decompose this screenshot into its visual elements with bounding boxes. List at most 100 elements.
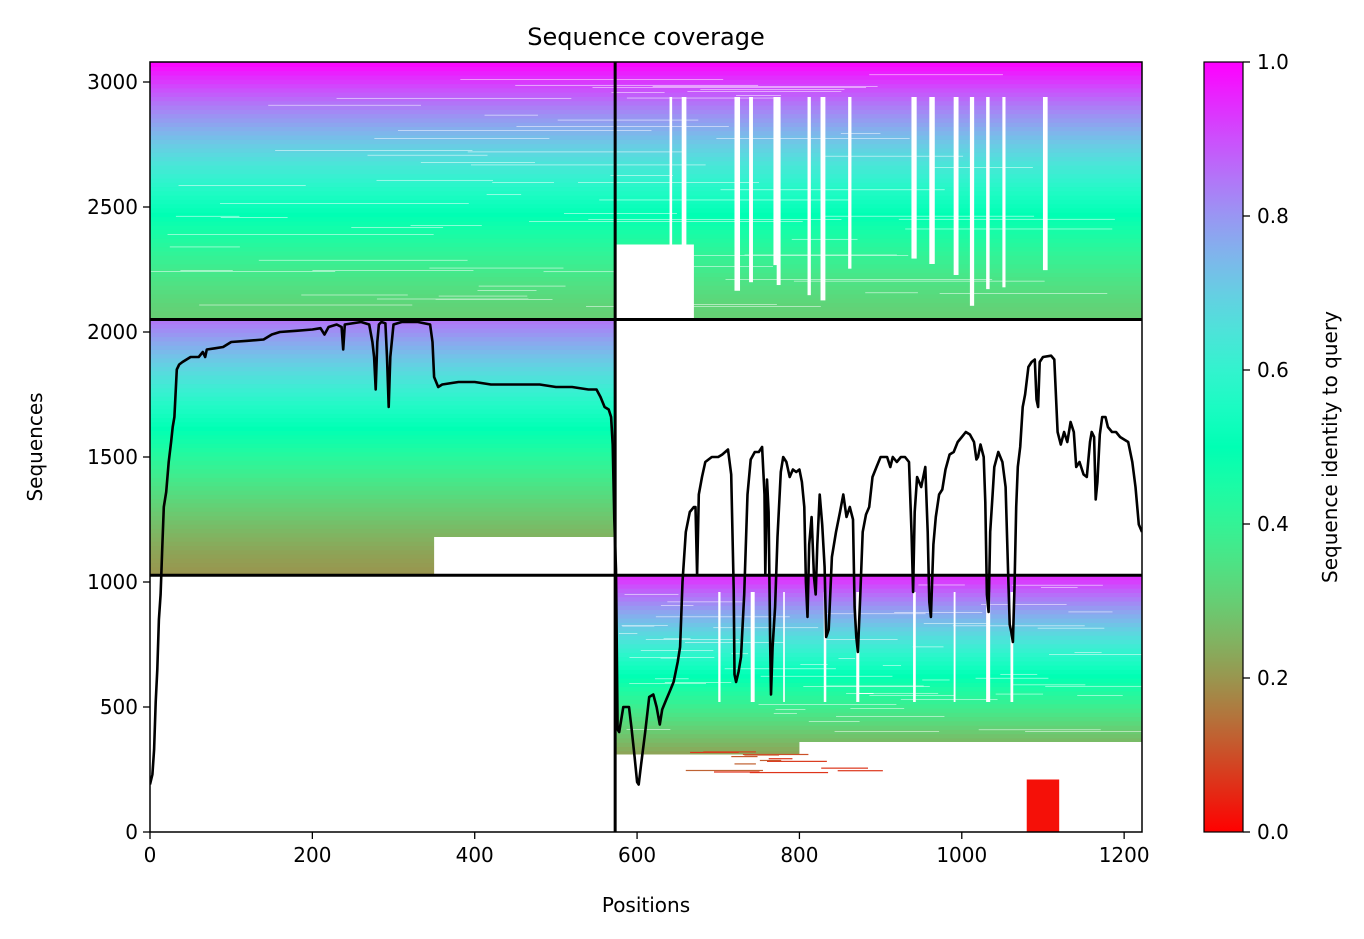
y-tick-label: 3000: [87, 70, 138, 94]
gap-streak: [793, 280, 1045, 282]
heatmap-band: [150, 447, 616, 453]
gap-streak: [420, 162, 536, 163]
heatmap-band: [615, 575, 1142, 581]
gap-stripe: [718, 592, 721, 702]
heatmap-band: [615, 647, 1142, 653]
gap-streak: [869, 74, 1003, 76]
gap-streak: [820, 215, 1035, 217]
heatmap-band: [615, 579, 1142, 585]
heatmap-band: [150, 285, 616, 291]
gap-stripe: [776, 97, 781, 286]
heatmap-band: [615, 737, 1142, 743]
gap-stripe: [783, 592, 785, 702]
heatmap-band: [615, 630, 1142, 636]
colorbar: [1203, 61, 1244, 833]
gap-streak: [515, 84, 759, 86]
heatmap-band: [150, 345, 616, 350]
heatmap-band: [150, 229, 616, 235]
heatmap-band: [150, 472, 616, 478]
heatmap-band: [615, 190, 1142, 196]
gap-streak: [1041, 587, 1078, 588]
heatmap-band: [150, 485, 616, 491]
heatmap-band: [615, 62, 1142, 67]
gap-streak: [258, 259, 468, 261]
heatmap-band: [150, 169, 616, 175]
heatmap-band: [615, 293, 1142, 299]
heatmap-band: [150, 79, 616, 85]
gap-streak: [1048, 654, 1142, 655]
heatmap-band: [615, 199, 1142, 205]
gap-streak: [460, 79, 724, 80]
heatmap-band: [615, 169, 1142, 175]
y-axis-label: Sequences: [23, 392, 47, 501]
gap-streak: [486, 194, 522, 195]
gap-stripe: [953, 97, 959, 275]
heatmap-band: [150, 430, 616, 436]
heatmap-band: [150, 263, 616, 269]
gap-stripe: [820, 97, 826, 301]
gap-streak: [478, 285, 566, 287]
heatmap-band: [615, 703, 1142, 709]
plot-frame: [149, 61, 1143, 833]
heatmap-band: [150, 451, 616, 457]
heatmap-band: [150, 366, 616, 372]
heatmap-band: [150, 272, 616, 278]
heatmap-band: [615, 609, 1142, 615]
heatmap-band: [615, 605, 1142, 611]
gap-streak: [588, 219, 842, 220]
heatmap-band: [615, 268, 1142, 273]
gap-streak: [1077, 695, 1123, 696]
gap-streak: [351, 227, 444, 228]
heatmap-band: [615, 660, 1142, 666]
heatmap-band: [150, 549, 616, 555]
gap-streak: [654, 678, 689, 680]
gap-streak: [516, 126, 729, 127]
heatmap-band: [150, 362, 616, 367]
gap-streak: [923, 623, 989, 624]
gap-streak: [275, 150, 473, 151]
gap-streak: [301, 294, 408, 296]
heatmap-band: [150, 374, 616, 380]
heatmap-band: [615, 156, 1142, 162]
heatmap-band: [615, 669, 1142, 675]
gap-streak: [268, 104, 421, 106]
heatmap-band: [615, 618, 1142, 623]
heatmap-band: [150, 216, 616, 222]
gap-streak: [846, 693, 874, 694]
heatmap-band: [150, 280, 616, 286]
heatmap-block-chain-A-only: [150, 319, 616, 576]
gap-streak: [803, 686, 930, 687]
gap-streak: [912, 646, 944, 648]
heatmap-band: [615, 92, 1142, 97]
gap-streak: [312, 270, 474, 271]
gap-streak: [470, 164, 706, 166]
gap-streak: [410, 225, 482, 226]
heatmap-band: [150, 553, 616, 559]
gap-stripe: [750, 592, 755, 702]
heatmap-band: [615, 74, 1142, 80]
heatmap-band: [150, 152, 616, 158]
heatmap-band: [615, 203, 1142, 209]
gap-streak: [660, 657, 677, 659]
heatmap-band: [150, 353, 616, 359]
heatmap-band: [150, 259, 616, 265]
heatmap-band: [150, 340, 616, 346]
gap-streak: [980, 604, 1067, 605]
heatmap-band: [150, 117, 616, 123]
heatmap-band: [150, 220, 616, 226]
gap-streak: [611, 92, 665, 93]
heatmap-band: [615, 716, 1142, 722]
gap-stripe: [1002, 97, 1006, 288]
low-identity-streak: [731, 755, 758, 758]
heatmap-band: [150, 203, 616, 209]
heatmap-band: [615, 583, 1142, 589]
heatmap-band: [615, 280, 1142, 286]
heatmap-band: [150, 212, 616, 218]
heatmap-band: [615, 126, 1142, 132]
gap-streak: [622, 625, 655, 627]
heatmap-band: [150, 74, 616, 80]
heatmap-band: [150, 143, 616, 149]
low-identity-streak: [837, 770, 883, 772]
heatmap-band: [150, 186, 616, 192]
heatmap-band: [615, 117, 1142, 123]
